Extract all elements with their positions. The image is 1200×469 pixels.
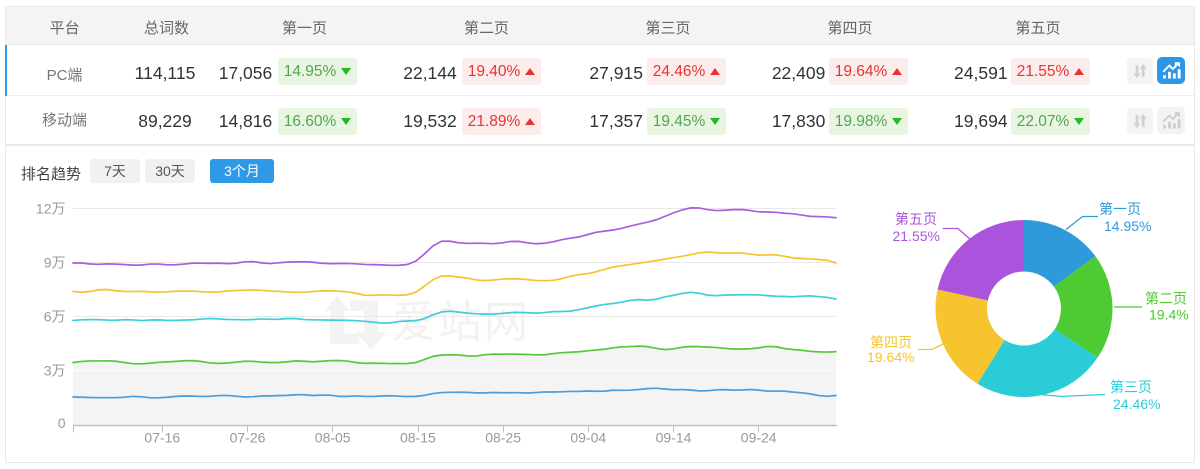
svg-text:09-04: 09-04 [570,430,606,446]
svg-text:19.4%: 19.4% [1149,307,1189,323]
svg-text:爱站网: 爱站网 [392,298,530,347]
svg-text:0: 0 [58,415,66,431]
svg-text:9万: 9万 [44,254,66,270]
svg-text:6万: 6万 [44,308,66,324]
svg-text:3万: 3万 [44,362,66,378]
svg-text:第三页: 第三页 [1110,379,1152,395]
svg-text:08-05: 08-05 [315,430,351,446]
svg-text:21.55%: 21.55% [893,228,940,244]
svg-text:第五页: 第五页 [895,211,937,227]
svg-text:19.64%: 19.64% [867,349,914,365]
svg-text:07-26: 07-26 [230,430,266,446]
svg-text:08-25: 08-25 [485,430,521,446]
svg-text:第一页: 第一页 [1099,201,1141,217]
svg-text:12万: 12万 [36,200,66,216]
svg-text:08-15: 08-15 [400,430,436,446]
svg-text:09-14: 09-14 [656,430,692,446]
svg-text:14.95%: 14.95% [1104,218,1151,234]
svg-text:09-24: 09-24 [741,430,777,446]
svg-text:24.46%: 24.46% [1113,396,1160,412]
svg-text:第二页: 第二页 [1145,291,1187,307]
svg-text:第四页: 第四页 [870,335,912,351]
svg-text:07-16: 07-16 [144,430,180,446]
